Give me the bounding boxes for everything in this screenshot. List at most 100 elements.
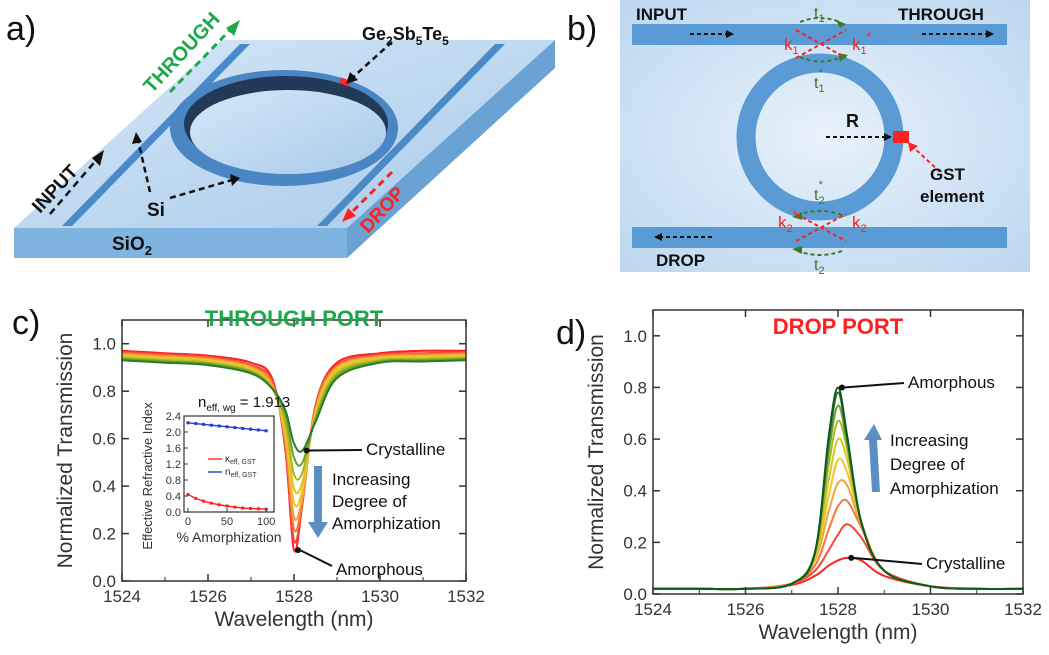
- annotation-label: Amorphous: [336, 560, 423, 579]
- annotation-arrowhead: [295, 547, 301, 554]
- drop-port-plot: 1524 1526 1528 1530 1532 0.0 0.2 0.4 0.6 0.8 1.0 Wa…: [585, 309, 1042, 644]
- annotation-label: Degree of: [890, 455, 965, 474]
- inset-title: neff, wg = 1.913: [198, 394, 290, 414]
- panel-b-letter: b): [567, 10, 598, 48]
- inset-ytick-label: 0.0: [166, 507, 181, 519]
- increasing-arrow-d: [864, 424, 882, 492]
- annotation-label: Crystalline: [926, 554, 1005, 573]
- inset-ytick-label: 2.4: [166, 411, 181, 423]
- through-port-series-5: [121, 355, 467, 495]
- through-port-series-0: [121, 349, 467, 553]
- inset-point: [217, 424, 221, 428]
- label-drop-b: DROP: [656, 251, 705, 270]
- inset-xtick-label: 50: [221, 516, 233, 528]
- panel-a-schematic: THROUGH INPUT DROP Si SiO2 Ge2Sb5Te5: [14, 8, 555, 258]
- through-arrow: [168, 26, 234, 94]
- drop-port-xtick-label: 1530: [912, 600, 950, 619]
- annotation-label: Increasing: [890, 431, 968, 450]
- drop-port-xtick-label: 1526: [727, 600, 765, 619]
- inset-ytick-label: 0.8: [166, 475, 181, 487]
- inset-frame: [183, 415, 275, 513]
- drop-arrow: [348, 170, 394, 216]
- input-arrow: [49, 157, 99, 215]
- si-arrow-2: [169, 178, 233, 200]
- drop-port-xlabel: Wavelength (nm): [758, 621, 917, 644]
- annotation-label: Degree of: [332, 492, 407, 511]
- inset-point: [264, 429, 268, 433]
- through-port-series-4: [121, 354, 467, 508]
- ring-inner-floor: [190, 90, 386, 174]
- drop-port-ytick-label: 0.0: [623, 585, 647, 604]
- annotation-arrowhead: [303, 447, 310, 454]
- inset-ytick-label: 1.2: [166, 459, 181, 471]
- gst-arrow-a: [351, 41, 393, 79]
- annotation-label: Amorphous: [908, 373, 995, 392]
- label-k1-star: k1*: [852, 31, 872, 57]
- inset-point: [241, 426, 245, 430]
- label-k1: k1: [784, 35, 799, 57]
- panel-d-letter: d): [556, 314, 587, 352]
- label-k2-star: k2*: [778, 209, 798, 235]
- inset-chart: 0 50 100 0.0 0.4 0.8 1.2 1.6 2.0 2.4 % Amorphizati…: [140, 394, 290, 550]
- drop-port-ytick-label: 0.4: [623, 482, 647, 501]
- inset-point: [256, 507, 260, 511]
- drop-port-ytick-label: 1.0: [623, 327, 647, 346]
- inset-ytick-label: 2.0: [166, 427, 181, 439]
- inset-point: [209, 501, 213, 505]
- through-port-series-2: [121, 352, 467, 533]
- label-gst-1: GST: [930, 165, 966, 184]
- inset-point: [225, 425, 229, 429]
- inset-ytick-label: 0.4: [166, 491, 181, 503]
- panel-b-schematic: INPUT THROUGH DROP R GST element t1 t1* …: [620, 0, 1030, 277]
- annotation-arrow: [853, 556, 923, 565]
- through-port-series-3: [121, 353, 467, 522]
- through-port-xlabel: Wavelength (nm): [214, 608, 373, 631]
- inset-point: [233, 505, 237, 509]
- label-sio2: SiO2: [112, 234, 152, 258]
- inset-legend-label: neff, GST: [225, 467, 257, 479]
- drop-port-xtick-label: 1524: [634, 600, 672, 619]
- inset-point: [217, 503, 221, 507]
- through-port-ytick-label: 1.0: [92, 335, 116, 354]
- inset-xtick-label: 0: [185, 516, 191, 528]
- drop-port-ytick-label: 0.8: [623, 378, 647, 397]
- inset-point: [202, 422, 206, 426]
- through-port-xtick-label: 1524: [103, 587, 141, 606]
- gst-arrow-b: [911, 145, 941, 173]
- drop-port-ytick-label: 0.2: [623, 533, 647, 552]
- drop-port-frame: [652, 309, 1024, 595]
- annotation-arrowhead: [848, 554, 855, 561]
- inset-point: [249, 506, 253, 510]
- panel-b-background: [620, 0, 1030, 272]
- gst-element-a: [339, 77, 351, 87]
- label-input-b: INPUT: [636, 5, 688, 24]
- bus-top-b: [632, 24, 1007, 45]
- label-t2: t2: [814, 257, 825, 277]
- annotation-label: Amorphization: [890, 479, 999, 498]
- gst-element-b: [893, 131, 909, 143]
- through-port-ytick-label: 0.6: [92, 430, 116, 449]
- label-k2: k2: [852, 213, 867, 235]
- through-port-series-1: [121, 351, 467, 544]
- inset-point: [256, 428, 260, 432]
- label-radius: R: [846, 111, 859, 131]
- increasing-arrow-c: [308, 466, 328, 538]
- through-port-xtick-label: 1532: [447, 587, 485, 606]
- annotation-label: Increasing: [332, 470, 410, 489]
- label-through-b: THROUGH: [898, 5, 984, 24]
- drop-port-ytick-label: 0.6: [623, 430, 647, 449]
- through-port-ytick-label: 0.8: [92, 382, 116, 401]
- inset-point: [186, 492, 190, 496]
- inset-legend-label: κeff, GST: [225, 454, 257, 466]
- inset-ylabel: Effective Refractive Index: [140, 402, 155, 550]
- through-port-plot: 1524 1526 1528 1530 1532 0.0 0.2 0.4 0.6 0.8 1.0 Wa…: [54, 306, 485, 631]
- si-arrow-1: [136, 139, 152, 193]
- label-si: Si: [147, 200, 165, 221]
- label-gst-2: element: [920, 187, 985, 206]
- through-port-series-8: [121, 359, 467, 453]
- inset-point: [225, 504, 229, 508]
- annotation-arrow: [308, 449, 363, 452]
- label-t2-star: t2*: [814, 179, 825, 207]
- inset-point: [249, 427, 253, 431]
